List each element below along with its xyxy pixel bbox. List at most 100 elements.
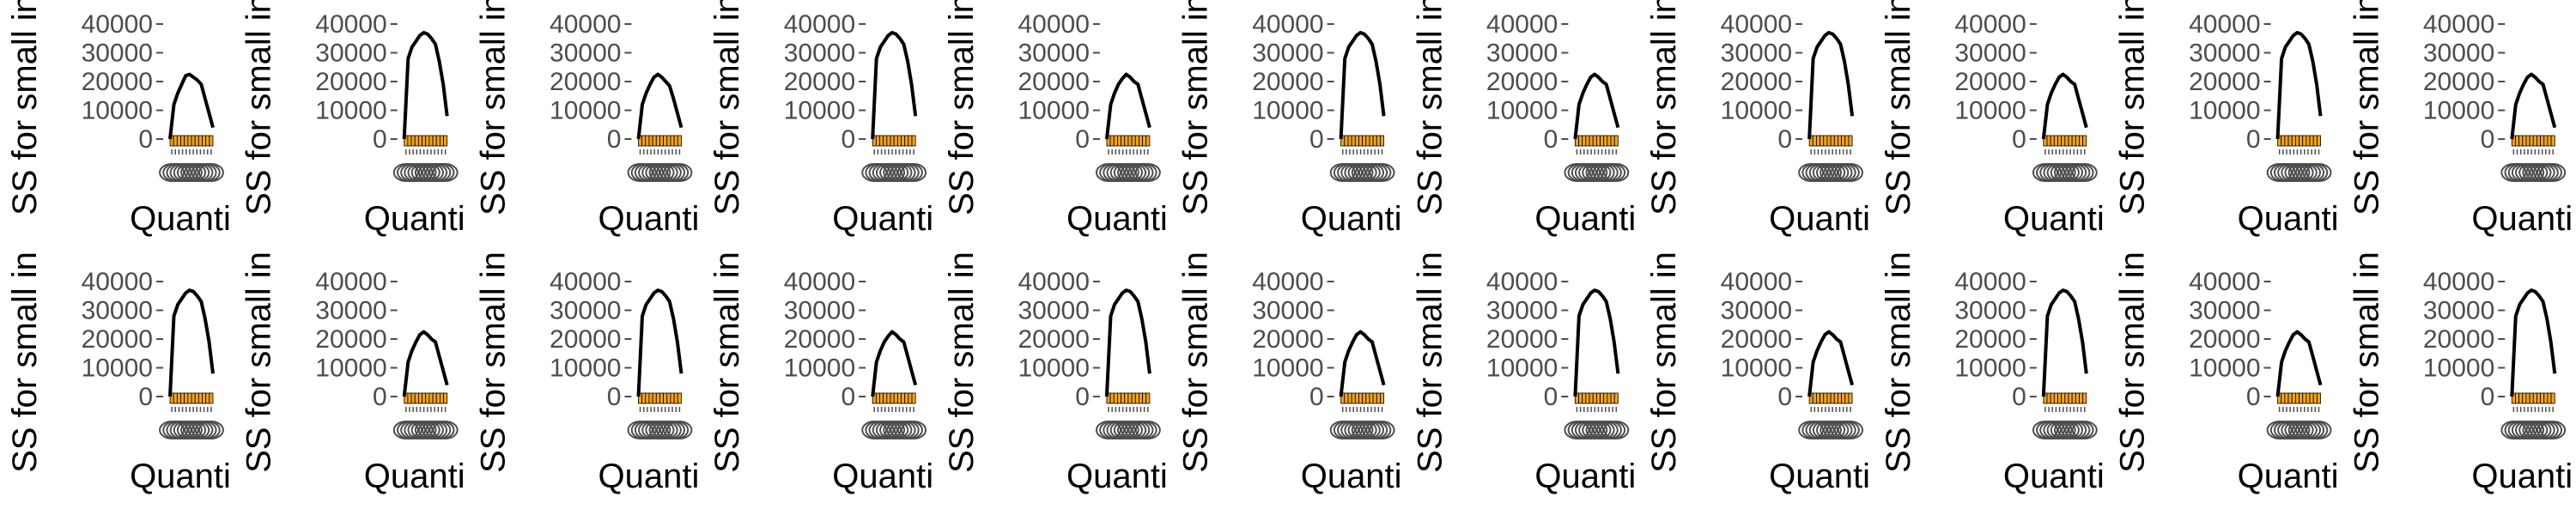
bar (2529, 392, 2534, 404)
bar (425, 135, 430, 147)
y-tick-label: 20000 (1721, 68, 1792, 96)
bar (2082, 135, 2087, 147)
bar (1113, 135, 1118, 147)
bar (2525, 392, 2530, 404)
x-tick-label (432, 163, 459, 182)
y-tick-label: 0 (2481, 383, 2495, 411)
bar (173, 392, 178, 404)
bar (1380, 135, 1385, 147)
y-tick-label: 40000 (1252, 268, 1323, 296)
y-tick-label: 40000 (1954, 268, 2026, 296)
bar (890, 135, 895, 147)
bar (904, 392, 909, 404)
bar (1844, 135, 1850, 147)
bar (176, 392, 181, 404)
y-tick-label: 20000 (784, 325, 855, 354)
bar (187, 135, 192, 147)
bar (417, 135, 422, 147)
bar (2057, 135, 2063, 147)
bar (209, 135, 214, 147)
bar (1600, 135, 1605, 147)
bar (1595, 135, 1601, 147)
y-tick-label: 30000 (2189, 297, 2260, 325)
series-line (1807, 330, 1855, 397)
y-tick-label: 40000 (550, 268, 621, 296)
bar (1823, 392, 1828, 404)
bar (1142, 135, 1147, 147)
y-tick-label: 30000 (82, 297, 153, 325)
series-line (2275, 31, 2323, 140)
y-tick-label: 20000 (784, 68, 855, 96)
y-tick-label: 30000 (1721, 297, 1792, 325)
y-tick-label: 30000 (1486, 297, 1558, 325)
x-tick-label (666, 163, 693, 182)
y-axis-title: SS for small in (240, 0, 278, 215)
y-axis-title: SS for small in (474, 0, 512, 215)
bar (2540, 392, 2545, 404)
y-tick-label: 0 (2246, 383, 2261, 411)
bar (2075, 135, 2080, 147)
bar (176, 135, 181, 147)
bar (2064, 135, 2069, 147)
x-tick-label (1838, 163, 1864, 182)
bar (1139, 392, 1143, 404)
x-tick-label (2071, 421, 2098, 439)
bar (641, 392, 647, 404)
y-tick-label: 10000 (1954, 97, 2026, 125)
y-axis-title: SS for small in (1411, 0, 1449, 215)
y-tick-label: 40000 (784, 10, 855, 39)
y-tick-label: 30000 (1252, 297, 1323, 325)
series-line (1573, 288, 1620, 397)
y-tick-label: 0 (2481, 125, 2495, 154)
bar (410, 135, 416, 147)
x-tick-label (2540, 163, 2567, 182)
y-tick-label: 20000 (1486, 325, 1558, 354)
y-tick-label: 20000 (2189, 68, 2260, 96)
y-axis-title: SS for small in (1411, 251, 1449, 473)
bar (2079, 392, 2084, 404)
bar (410, 392, 416, 404)
y-tick-label: 30000 (1018, 39, 1089, 68)
bar (1613, 392, 1619, 404)
bar (648, 392, 653, 404)
bar (1607, 135, 1612, 147)
y-tick-label: 10000 (1486, 354, 1558, 383)
bar (648, 135, 653, 147)
bar (2046, 392, 2051, 404)
y-tick-label: 0 (1309, 383, 1324, 411)
bar (879, 392, 884, 404)
y-tick-label: 0 (373, 383, 387, 411)
y-tick-label: 40000 (2423, 268, 2494, 296)
bar (1124, 392, 1129, 404)
bar (1592, 135, 1597, 147)
bar (670, 392, 675, 404)
y-tick-label: 10000 (82, 354, 153, 383)
series-line (636, 288, 683, 397)
x-tick-label (432, 421, 459, 439)
bar (2518, 135, 2524, 147)
bar (2299, 135, 2304, 147)
bar (2302, 392, 2307, 404)
y-tick-label: 0 (2012, 125, 2026, 154)
x-axis-title: Quanti (832, 457, 933, 495)
bar (1369, 392, 1374, 404)
bar (652, 135, 657, 147)
bar (2061, 135, 2066, 147)
bar (908, 135, 913, 147)
bar (1139, 135, 1143, 147)
bar (1134, 135, 1139, 147)
y-axis-title: SS for small in (1880, 251, 1917, 473)
bar (1838, 135, 1842, 147)
bar (1354, 135, 1359, 147)
bar (2294, 392, 2300, 404)
y-axis-title: SS for small in (708, 0, 746, 215)
bar (645, 392, 650, 404)
bar (2050, 392, 2055, 404)
bar (2302, 135, 2307, 147)
y-tick-label: 20000 (2423, 68, 2494, 96)
bar (655, 135, 660, 147)
bar (2543, 135, 2549, 147)
